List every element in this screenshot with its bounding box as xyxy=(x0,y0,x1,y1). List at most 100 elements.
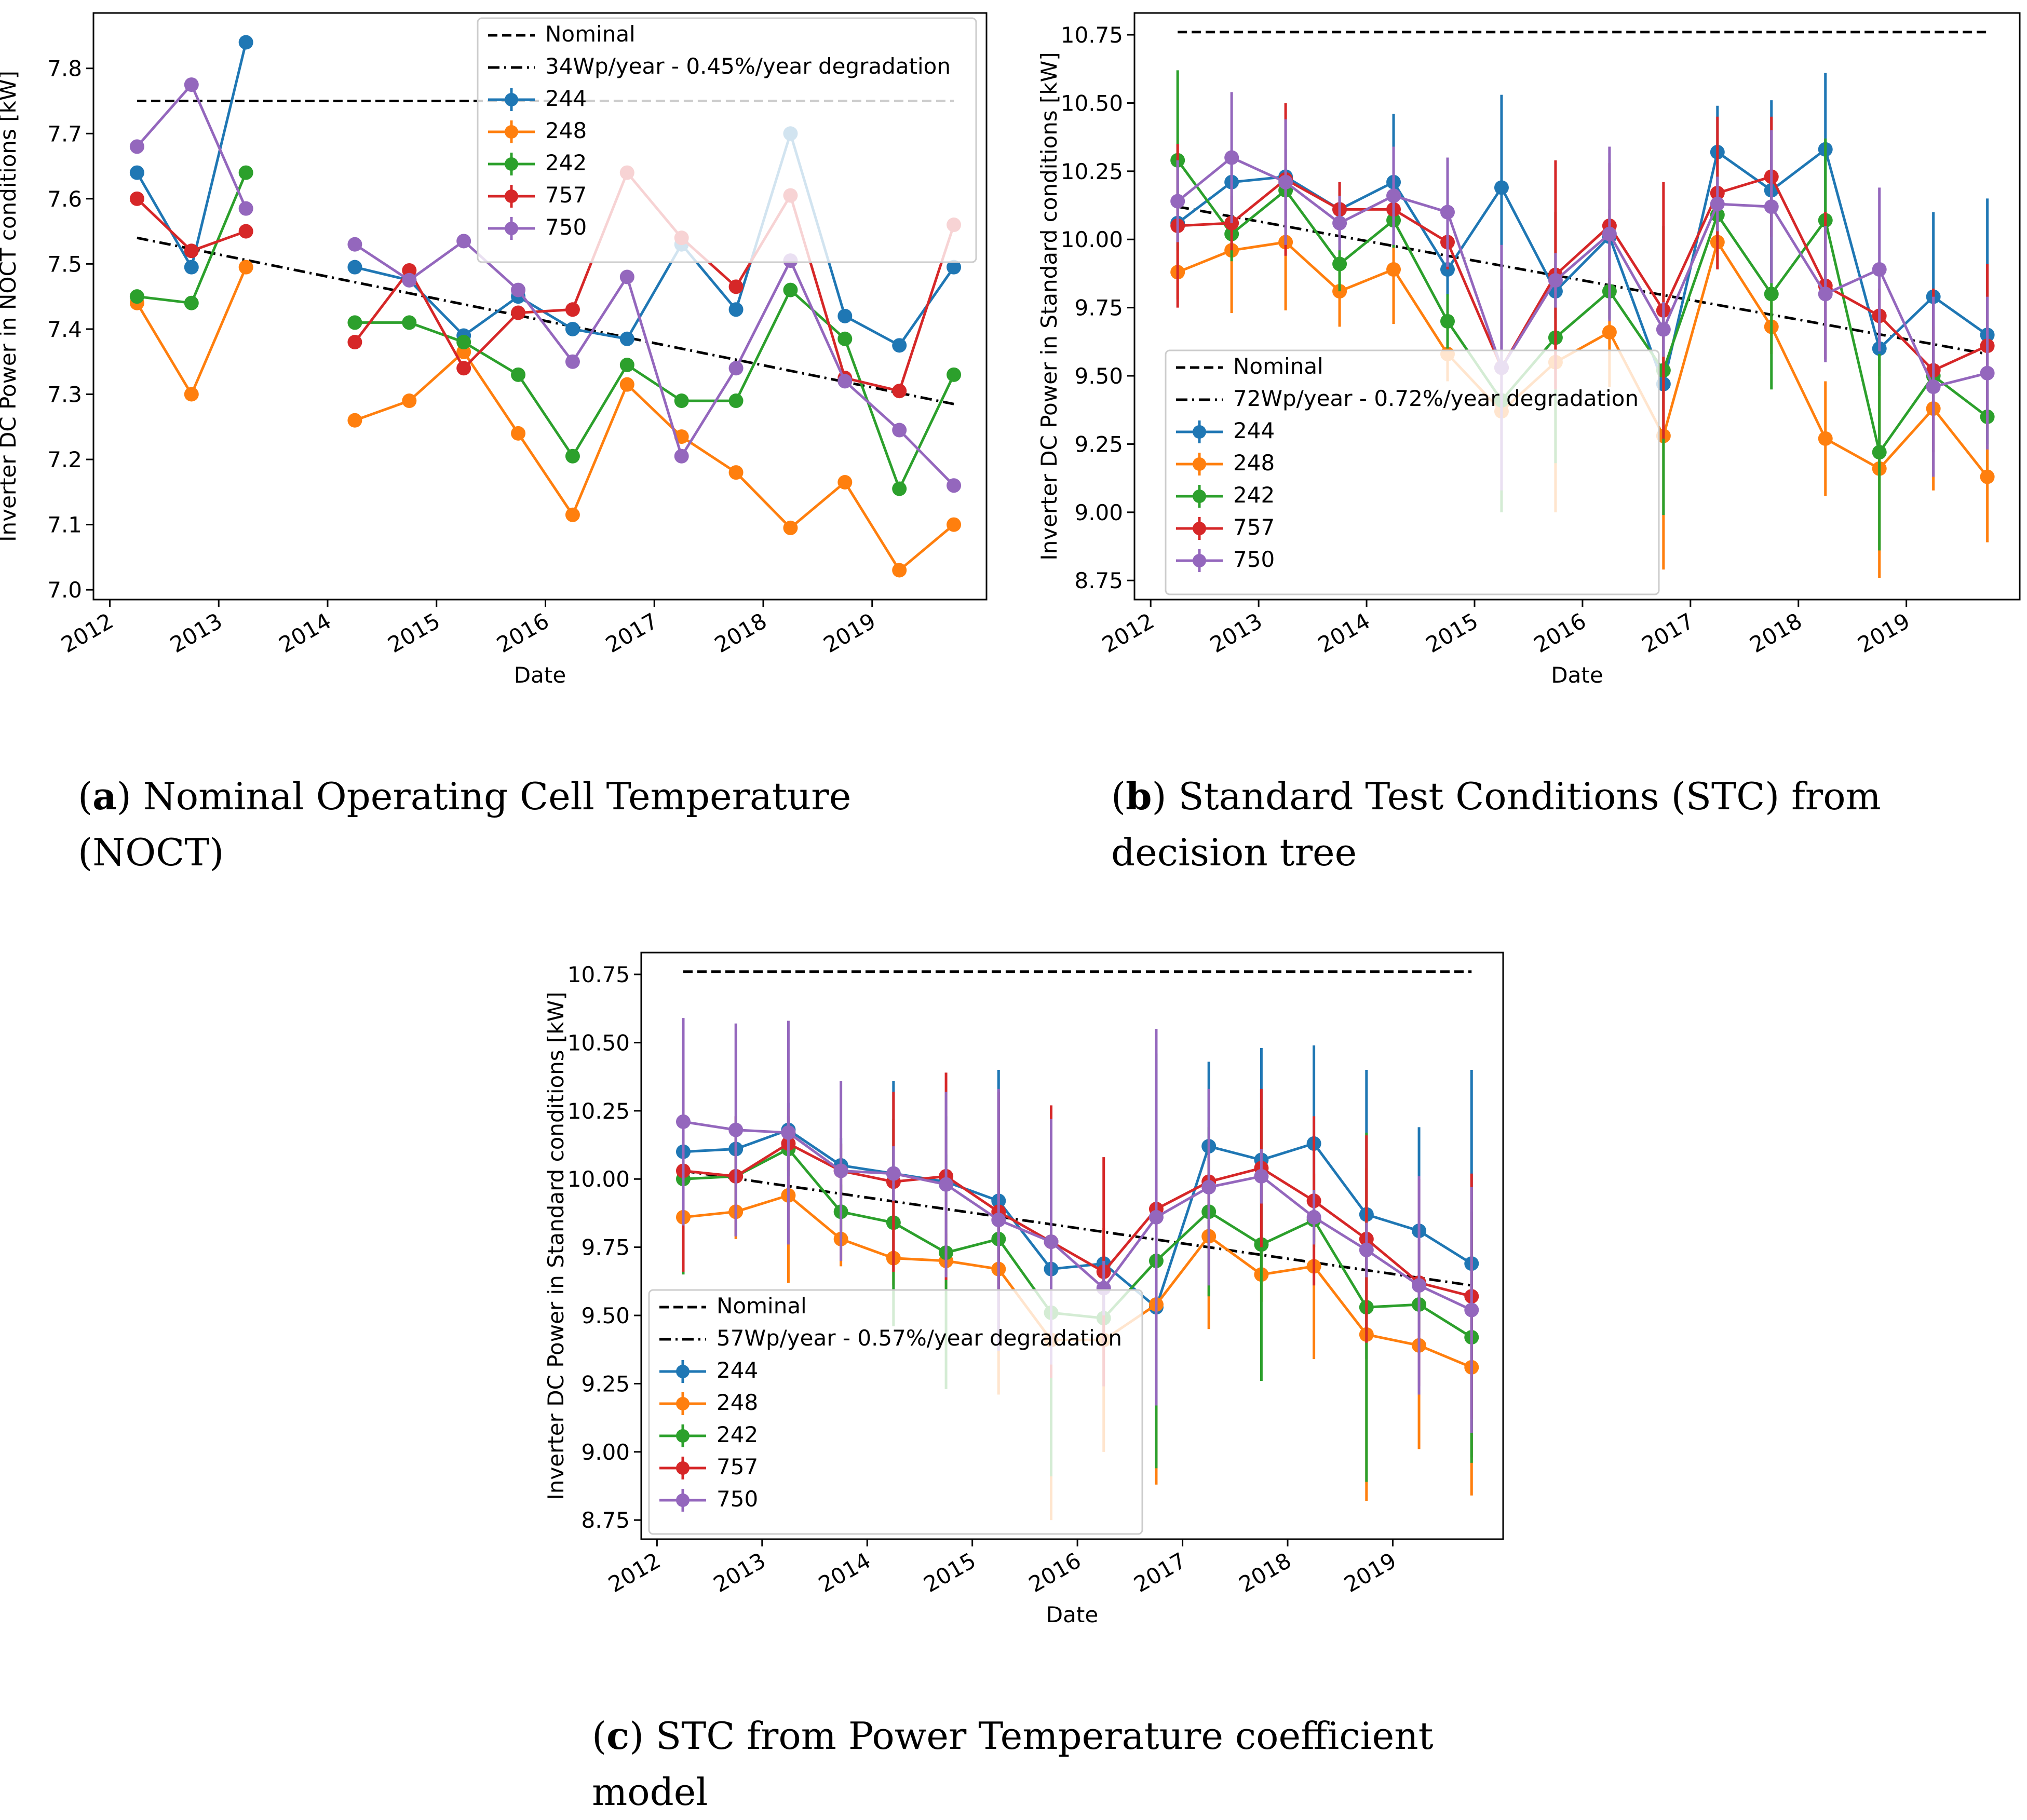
data-point xyxy=(674,449,689,464)
data-point xyxy=(1224,150,1239,165)
data-point xyxy=(1306,1210,1321,1225)
data-point xyxy=(1872,445,1887,460)
legend-series-label: 244 xyxy=(717,1357,758,1383)
data-point xyxy=(1602,324,1617,339)
legend-series-label: 248 xyxy=(545,118,587,143)
y-tick-label: 7.8 xyxy=(47,56,82,82)
data-point xyxy=(939,1177,954,1192)
series-line xyxy=(683,1142,1472,1298)
data-point xyxy=(619,331,634,346)
data-point xyxy=(837,374,853,389)
degradation-trend-line xyxy=(1177,205,1988,356)
data-point xyxy=(402,273,417,288)
legend-marker xyxy=(676,1429,690,1443)
data-point xyxy=(184,243,199,259)
data-point xyxy=(947,260,962,275)
data-point xyxy=(1332,256,1347,271)
data-point xyxy=(833,1163,848,1178)
y-tick-label: 8.75 xyxy=(1074,568,1123,593)
data-point xyxy=(619,377,634,392)
data-point xyxy=(347,260,362,275)
data-point xyxy=(565,449,580,464)
y-tick-label: 10.25 xyxy=(1061,159,1123,184)
data-point xyxy=(129,289,144,304)
y-axis-label: Inverter DC Power in NOCT conditions [kW… xyxy=(0,71,21,542)
data-point xyxy=(565,507,580,522)
data-point xyxy=(565,321,580,336)
y-axis-label: Inverter DC Power in Standard conditions… xyxy=(1036,52,1062,560)
x-axis-label: Date xyxy=(1046,1602,1098,1627)
data-point xyxy=(238,201,253,216)
series-line xyxy=(683,1128,1472,1310)
data-point xyxy=(783,282,798,297)
legend-marker xyxy=(1193,522,1206,535)
data-point xyxy=(456,234,471,249)
data-point xyxy=(1440,314,1455,329)
x-tick-label: 2014 xyxy=(1314,608,1374,658)
y-tick-label: 7.3 xyxy=(47,382,82,408)
plot-frame xyxy=(92,12,988,601)
series-750 xyxy=(129,77,962,493)
caption-c: (c) STC from Power Temperature coefficie… xyxy=(592,1714,1434,1814)
legend-marker xyxy=(1193,457,1206,471)
data-point xyxy=(947,478,962,493)
y-tick-label: 7.6 xyxy=(47,186,82,212)
data-point xyxy=(238,260,253,275)
data-point xyxy=(184,387,199,402)
data-point xyxy=(892,384,907,399)
y-tick-label: 7.7 xyxy=(47,121,82,146)
data-point xyxy=(1464,1302,1479,1318)
data-point xyxy=(456,361,471,376)
x-axis-label: Date xyxy=(514,662,566,688)
data-point xyxy=(892,481,907,496)
legend-marker xyxy=(505,189,518,203)
x-tick-label: 2013 xyxy=(709,1547,770,1597)
legend-marker xyxy=(1193,554,1206,567)
legend-series-label: 757 xyxy=(717,1454,758,1479)
legend-series-label: 757 xyxy=(545,182,587,208)
y-tick-label: 7.5 xyxy=(47,251,82,277)
data-point xyxy=(728,302,744,317)
y-tick-label: 9.00 xyxy=(1074,500,1123,525)
data-point xyxy=(1764,199,1779,214)
legend-marker xyxy=(505,157,518,171)
data-point xyxy=(1602,226,1617,241)
data-point xyxy=(347,237,362,252)
legend-box xyxy=(1165,349,1660,595)
data-point xyxy=(1386,262,1401,277)
legend-marker xyxy=(1193,490,1206,503)
data-point xyxy=(511,367,526,382)
data-point xyxy=(1254,1169,1269,1184)
series-line xyxy=(1177,147,1989,389)
y-tick-label: 9.50 xyxy=(581,1303,630,1328)
x-tick-label: 2014 xyxy=(814,1547,875,1597)
x-tick-label: 2013 xyxy=(166,608,226,658)
legend-marker xyxy=(505,222,518,235)
legend-marker xyxy=(676,1365,690,1378)
series-line xyxy=(1177,156,1988,388)
x-tick-label: 2012 xyxy=(57,608,117,658)
data-point xyxy=(1710,196,1725,211)
legend-marker xyxy=(676,1461,690,1475)
data-point xyxy=(619,358,634,372)
data-point xyxy=(129,191,144,206)
legend-trend-label: 34Wp/year - 0.45%/year degradation xyxy=(545,53,951,79)
y-tick-label: 10.75 xyxy=(1061,22,1123,48)
y-tick-label: 7.2 xyxy=(47,447,82,472)
data-point xyxy=(347,335,362,350)
data-point xyxy=(886,1166,901,1181)
data-point xyxy=(1764,287,1779,302)
data-point xyxy=(402,393,417,409)
data-point xyxy=(1548,273,1563,288)
series-line xyxy=(683,1120,1472,1311)
data-point xyxy=(675,1114,691,1129)
legend: Nominal 34Wp/year - 0.45%/year degradatio… xyxy=(477,17,977,263)
data-point xyxy=(511,305,526,320)
x-tick-label: 2019 xyxy=(1854,608,1914,658)
x-tick-label: 2012 xyxy=(604,1547,665,1597)
x-axis-label: Date xyxy=(1551,662,1603,688)
legend-marker xyxy=(676,1397,690,1410)
x-tick-label: 2015 xyxy=(920,1547,980,1597)
data-point xyxy=(728,393,744,409)
legend-series-label: 242 xyxy=(545,150,587,175)
